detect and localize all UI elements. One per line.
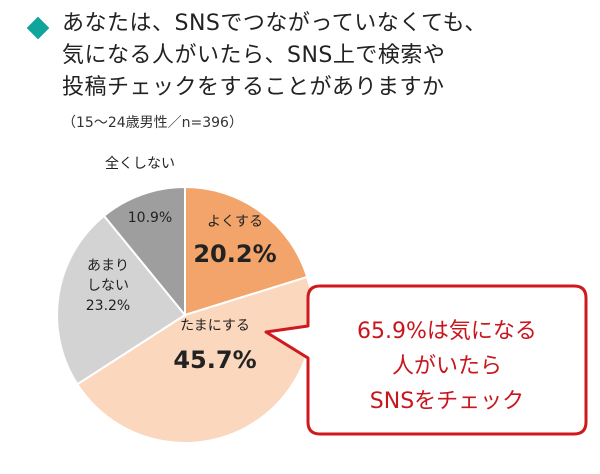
callout-line-3: SNSをチェック — [370, 389, 524, 414]
slice-amari-shinai — [56, 214, 187, 386]
title-line-3: 投稿チェックをすることがありますか — [62, 75, 445, 100]
slice-yoku-suru — [184, 185, 309, 317]
slice-label-yoku-suru: よくする — [207, 214, 263, 230]
title-line-2: 気になる人がいたら、SNS上で検索や — [62, 43, 446, 68]
chart-subtitle: （15〜24歳男性／n=396） — [62, 115, 243, 131]
slice-label-mattaku-shinai: 全くしない — [105, 155, 175, 172]
slice-mattaku-shinai — [102, 185, 186, 318]
slice-label-tamani-suru: たまにする — [180, 318, 250, 334]
pie-slices — [56, 185, 314, 444]
callout-line-2: 人がいたら — [392, 354, 502, 379]
slice-value-yoku-suru: 20.2% — [193, 240, 276, 268]
callout-line-1: 65.9%は気になる — [357, 319, 537, 344]
slice-label-amari-shinai-2: しない — [87, 278, 129, 294]
slice-label-amari-shinai-1: あまり — [87, 258, 129, 274]
slice-value-mattaku-shinai: 10.9% — [128, 210, 172, 226]
chart-title: あなたは、SNSでつながっていなくても、 気になる人がいたら、SNS上で検索や … — [62, 8, 582, 104]
slice-value-tamani-suru: 45.7% — [173, 346, 256, 374]
callout-bubble — [264, 284, 588, 436]
slice-value-amari-shinai: 23.2% — [86, 298, 130, 314]
title-line-1: あなたは、SNSでつながっていなくても、 — [62, 11, 487, 36]
